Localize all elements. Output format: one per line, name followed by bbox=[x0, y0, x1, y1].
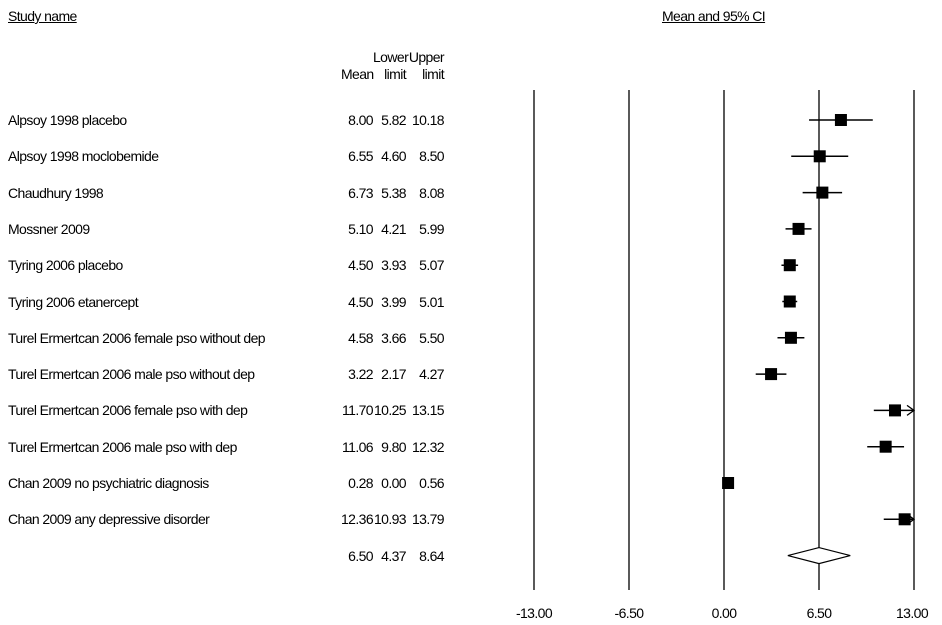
study-mean: 8.00 bbox=[348, 112, 373, 128]
study-marker bbox=[765, 368, 778, 381]
study-marker bbox=[783, 295, 796, 308]
study-mean: 3.22 bbox=[348, 366, 373, 383]
study-mean: 0.28 bbox=[348, 475, 373, 491]
study-mean: 4.50 bbox=[348, 293, 373, 310]
study-upper: 10.18 bbox=[411, 112, 445, 128]
summary-upper: 8.64 bbox=[419, 547, 444, 564]
upper-header-bottom: limit bbox=[422, 66, 444, 82]
study-name: Mossner 2009 bbox=[8, 220, 90, 237]
study-marker bbox=[813, 150, 826, 163]
x-tick-label: 13.00 bbox=[895, 605, 929, 621]
study-lower: 5.38 bbox=[381, 184, 406, 201]
summary-mean: 6.50 bbox=[348, 547, 373, 564]
study-name: Alpsoy 1998 moclobemide bbox=[8, 148, 159, 165]
study-marker bbox=[879, 440, 892, 453]
study-marker bbox=[783, 259, 796, 272]
study-name-header: Study name bbox=[8, 8, 77, 24]
study-mean: 12.36 bbox=[341, 511, 374, 528]
study-mean: 11.06 bbox=[342, 438, 374, 455]
lower-header-top: Lower bbox=[373, 49, 409, 65]
study-upper: 4.27 bbox=[419, 366, 444, 383]
x-tick-label: -13.00 bbox=[515, 605, 553, 621]
study-upper: 0.56 bbox=[419, 475, 444, 491]
lower-header-bottom: limit bbox=[384, 66, 406, 82]
ci-header: Mean and 95% CI bbox=[662, 8, 766, 24]
study-name: Turel Ermertcan 2006 female pso with dep bbox=[8, 402, 248, 419]
study-name: Turel Ermertcan 2006 female pso without … bbox=[8, 329, 266, 346]
study-upper: 13.79 bbox=[411, 511, 445, 528]
study-upper: 5.07 bbox=[419, 257, 444, 274]
study-lower: 3.99 bbox=[381, 293, 406, 310]
study-lower: 0.00 bbox=[381, 475, 406, 491]
study-upper: 5.01 bbox=[419, 293, 444, 310]
study-marker bbox=[784, 331, 797, 344]
study-name: Tyring 2006 etanercept bbox=[8, 293, 139, 310]
study-mean: 11.70 bbox=[342, 402, 374, 419]
study-mean: 5.10 bbox=[348, 220, 373, 237]
study-lower: 4.21 bbox=[381, 220, 406, 237]
study-upper: 8.08 bbox=[419, 184, 444, 201]
study-name: Alpsoy 1998 placebo bbox=[8, 112, 127, 128]
study-marker bbox=[834, 114, 847, 126]
study-marker bbox=[889, 404, 901, 417]
study-marker bbox=[816, 186, 829, 199]
study-upper: 8.50 bbox=[419, 148, 444, 165]
study-mean: 4.58 bbox=[348, 329, 373, 346]
study-lower: 10.93 bbox=[373, 511, 407, 528]
upper-header-top: Upper bbox=[408, 49, 445, 65]
study-name: Turel Ermertcan 2006 male pso with dep bbox=[8, 438, 237, 455]
study-upper: 5.50 bbox=[419, 329, 444, 346]
study-name: Chan 2009 any depressive disorder bbox=[8, 511, 210, 528]
x-tick-label: 0.00 bbox=[711, 605, 737, 621]
study-marker bbox=[898, 513, 911, 526]
study-mean: 4.50 bbox=[348, 257, 373, 274]
mean-header: Mean bbox=[341, 66, 374, 82]
ci-arrow bbox=[906, 404, 916, 416]
study-name: Chan 2009 no psychiatric diagnosis bbox=[8, 475, 209, 491]
study-name: Turel Ermertcan 2006 male pso without de… bbox=[8, 366, 255, 383]
study-lower: 9.80 bbox=[381, 438, 406, 455]
study-marker bbox=[792, 222, 805, 235]
study-upper: 12.32 bbox=[411, 438, 445, 455]
study-marker bbox=[722, 477, 735, 489]
x-tick-label: -6.50 bbox=[614, 605, 645, 621]
summary-diamond bbox=[787, 546, 851, 565]
study-lower: 2.17 bbox=[381, 366, 406, 383]
study-upper: 5.99 bbox=[419, 220, 444, 237]
study-name: Tyring 2006 placebo bbox=[8, 257, 123, 274]
study-mean: 6.55 bbox=[348, 148, 373, 165]
study-lower: 5.82 bbox=[381, 112, 406, 128]
study-lower: 3.66 bbox=[381, 329, 406, 346]
summary-lower: 4.37 bbox=[381, 547, 406, 564]
x-tick-label: 6.50 bbox=[806, 605, 832, 621]
study-lower: 3.93 bbox=[381, 257, 406, 274]
study-name: Chaudhury 1998 bbox=[8, 184, 104, 201]
study-upper: 13.15 bbox=[411, 402, 445, 419]
study-lower: 4.60 bbox=[381, 148, 406, 165]
study-mean: 6.73 bbox=[348, 184, 373, 201]
study-lower: 10.25 bbox=[373, 402, 407, 419]
